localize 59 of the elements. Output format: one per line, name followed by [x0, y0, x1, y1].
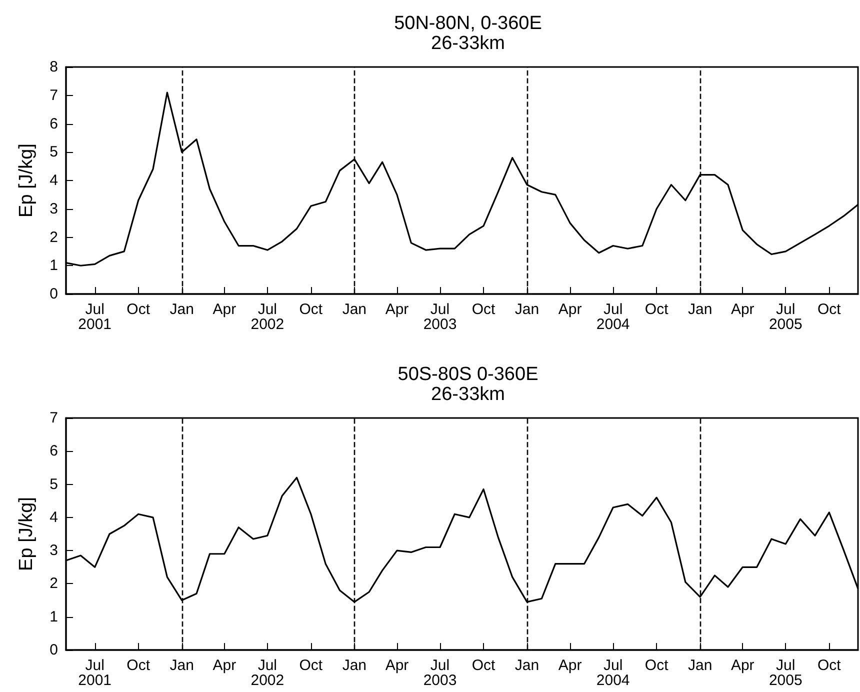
y-tick-label: 5 — [50, 144, 58, 161]
x-tick-label: Jan — [170, 657, 194, 674]
y-tick-label: 6 — [50, 442, 58, 460]
x-tick-label: Apr — [212, 301, 236, 318]
x-tick-label: Jan — [514, 657, 540, 674]
x-tick-label: Apr — [558, 657, 582, 674]
x-tick-label: Jan — [688, 657, 712, 674]
x-tick-label: Jan — [514, 301, 540, 318]
y-tick-label: 7 — [50, 86, 58, 104]
x-tick-label: Apr — [730, 301, 754, 318]
x-tick-label: Oct — [817, 301, 842, 318]
y-axis-title: Ep [J/kg] — [16, 144, 37, 218]
x-tick-label: Jul 2003 — [423, 301, 457, 333]
x-tick-label: Jan — [342, 301, 367, 318]
x-tick-label: Jan — [688, 301, 712, 318]
x-tick-label: Jul 2002 — [250, 657, 284, 689]
x-tick-label: Jul 2001 — [78, 657, 112, 689]
x-tick-label: Jan — [170, 301, 194, 318]
x-tick-label: Jul 2002 — [250, 301, 284, 333]
x-tick-label: Jul 2005 — [768, 657, 802, 689]
x-tick-label: Oct — [472, 301, 496, 318]
chart-title: 50N-80N, 0-360E — [394, 13, 542, 34]
y-tick-label: 8 — [50, 58, 58, 76]
y-tick-label: 0 — [50, 642, 58, 658]
y-tick-label: 4 — [50, 172, 58, 189]
y-tick-label: 6 — [50, 115, 58, 132]
x-tick-label: Oct — [299, 657, 324, 674]
x-tick-label: Oct — [126, 657, 151, 674]
y-axis-title: Ep [J/kg] — [16, 497, 37, 571]
chart-title: 50S-80S 0-360E — [398, 364, 538, 385]
x-tick-label: Jan — [342, 657, 367, 674]
x-tick-label: Apr — [212, 657, 236, 674]
y-tick-label: 7 — [50, 410, 58, 426]
x-tick-label: Oct — [817, 657, 842, 674]
x-tick-label: Apr — [558, 301, 582, 318]
y-tick-label: 3 — [50, 200, 58, 218]
x-tick-label: Apr — [730, 657, 754, 674]
y-tick-label: 2 — [50, 228, 58, 246]
chart-subtitle: 26-33km — [431, 384, 505, 405]
x-tick-label: Oct — [472, 657, 496, 674]
x-tick-label: Jul 2004 — [596, 657, 630, 689]
x-tick-label: Oct — [126, 301, 151, 318]
x-tick-label: Apr — [385, 301, 409, 318]
y-tick-label: 4 — [50, 508, 58, 526]
x-tick-label: Oct — [644, 301, 670, 318]
x-tick-label: Jul 2001 — [78, 301, 112, 333]
y-tick-label: 1 — [50, 608, 58, 626]
x-tick-label: Jul 2003 — [423, 657, 457, 689]
x-tick-label: Jul 2004 — [596, 301, 630, 333]
y-tick-label: 3 — [50, 542, 58, 560]
chart-subtitle: 26-33km — [431, 33, 505, 54]
y-tick-label: 0 — [50, 286, 58, 302]
y-tick-label: 1 — [50, 257, 58, 274]
y-tick-label: 5 — [50, 476, 58, 493]
x-tick-label: Jul 2005 — [768, 301, 802, 333]
x-tick-label: Apr — [385, 657, 409, 674]
x-tick-label: Oct — [644, 657, 670, 674]
x-tick-label: Oct — [299, 301, 324, 318]
y-tick-label: 2 — [50, 575, 58, 592]
